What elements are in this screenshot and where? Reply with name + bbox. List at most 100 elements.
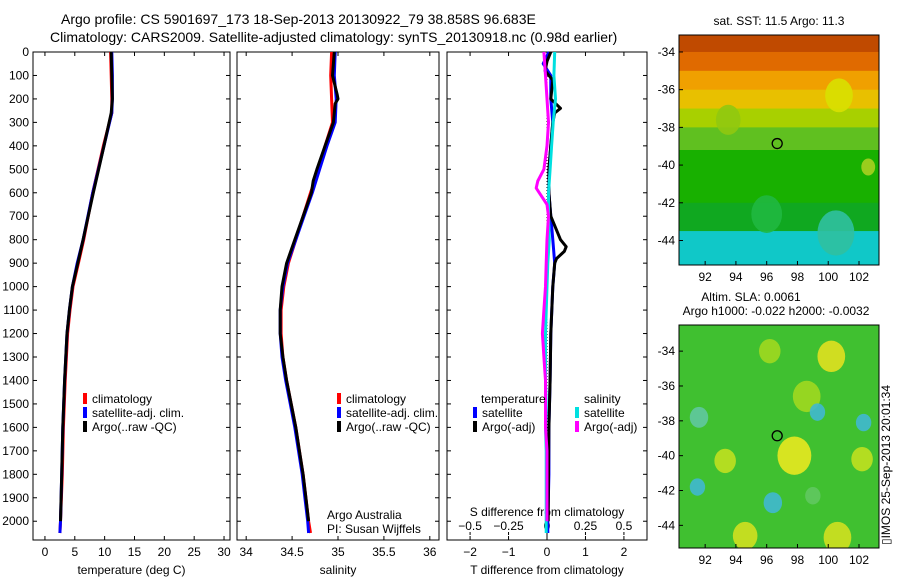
y-tick-label: 1100	[3, 303, 29, 317]
profile-panel-temperature: 0100200300400500600700800900100011001200…	[2, 45, 231, 577]
map-x-tick-label: 100	[818, 270, 838, 284]
map-color-band	[679, 35, 879, 53]
y-tick-label: 1800	[2, 467, 29, 481]
map-x-tick-label: 96	[760, 553, 774, 567]
x-axis-label: temperature (deg C)	[77, 563, 185, 577]
map-x-tick-label: 92	[698, 270, 712, 284]
map-anomaly-patch	[817, 210, 855, 256]
legend-swatch	[337, 421, 341, 432]
map-anomaly-patch	[715, 104, 741, 135]
map-x-tick-label: 98	[791, 270, 805, 284]
side-timestamp: ▯IMOS 25-Sep-2013 20:01:34	[879, 385, 893, 545]
map-anomaly-patch	[809, 403, 826, 421]
y-tick-label: 200	[9, 92, 29, 106]
map-anomaly-patch	[732, 521, 758, 548]
x-tick-label: 20	[158, 545, 172, 559]
map-y-tick-label: -44	[658, 233, 676, 247]
x-tick-label: 0	[42, 545, 49, 559]
y-tick-label: 500	[9, 162, 29, 176]
map-anomaly-patch	[714, 448, 736, 474]
plot-frame	[236, 51, 440, 541]
s-axis-tick-label: −0.5	[458, 519, 482, 533]
y-tick-label: 0	[22, 45, 29, 59]
map-y-tick-label: -36	[658, 379, 676, 393]
map-y-tick-label: -36	[658, 83, 676, 97]
legend-label: climatology	[346, 392, 406, 406]
map-anomaly-patch	[861, 158, 876, 176]
legend-swatch	[337, 393, 341, 404]
map-x-tick-label: 94	[729, 553, 743, 567]
map-panel-sst-map: -34 -36 -38 -40 -42 -44 92 94 96 98 100 102 sat. SST…	[658, 14, 880, 284]
x-tick-label: 30	[217, 545, 231, 559]
map-anomaly-patch	[825, 78, 853, 113]
legend-label: satellite	[482, 406, 523, 420]
argo-float-marker	[771, 430, 783, 442]
series-line-difference-argo-adj--salinity	[534, 51, 550, 522]
map-y-tick-label: -42	[658, 484, 676, 498]
map-frame	[678, 34, 880, 266]
s-axis-tick-label: 0.25	[574, 519, 598, 533]
map-y-tick-label: -40	[658, 158, 676, 172]
y-tick-label: 1300	[2, 350, 29, 364]
legend-label: satellite	[584, 406, 625, 420]
x-tick-label: 36	[423, 545, 437, 559]
y-tick-label: 800	[9, 233, 29, 247]
legend-swatch	[473, 421, 477, 432]
legend-label: climatology	[92, 392, 152, 406]
map-x-tick-label: 102	[849, 270, 869, 284]
y-tick-label: 700	[9, 209, 29, 223]
s-axis-tick-label: −0.25	[493, 519, 524, 533]
map-anomaly-patch	[777, 436, 812, 475]
legend-swatch	[337, 407, 341, 418]
map-x-tick-label: 100	[818, 553, 838, 567]
map-anomaly-patch	[792, 380, 821, 413]
map-field	[679, 35, 879, 265]
map-x-tick-label: 92	[698, 553, 712, 567]
x-tick-label: 35	[331, 545, 345, 559]
x-tick-label: 35.5	[372, 545, 396, 559]
map-x-tick-label: 102	[849, 553, 869, 567]
y-tick-label: 1400	[2, 373, 29, 387]
y-tick-label: 1000	[2, 280, 29, 294]
y-tick-label: 2000	[2, 514, 29, 528]
map-x-tick-label: 98	[791, 553, 805, 567]
map-color-band	[679, 51, 879, 72]
map-anomaly-patch	[805, 487, 821, 505]
map-color-band	[679, 108, 879, 128]
x-axis-label: salinity	[320, 563, 357, 577]
x-tick-label: −1	[502, 545, 516, 559]
legend-swatch	[83, 407, 87, 418]
legend-label: satellite-adj. clim.	[92, 406, 184, 420]
figure-title-line-2: Climatology: CARS2009. Satellite-adjuste…	[50, 29, 618, 45]
x-tick-label: 1	[582, 545, 589, 559]
map-frame	[678, 324, 880, 549]
map-anomaly-patch	[759, 338, 781, 364]
legend-label: Argo(..raw -QC)	[346, 420, 431, 434]
map-title: Altim. SLA: 0.0061	[701, 290, 801, 304]
y-tick-label: 100	[9, 68, 29, 82]
x-axis-label: T difference from climatology	[470, 563, 624, 577]
map-anomaly-patch	[689, 478, 706, 496]
map-anomaly-patch	[751, 195, 783, 233]
plot-frame	[32, 51, 231, 541]
y-tick-label: 600	[9, 186, 29, 200]
map-anomaly-patch	[817, 340, 846, 373]
map-background	[679, 325, 879, 548]
profile-panel-salinity: 34 34.5 35 35.5 36 salinity climatologysatelli…	[236, 51, 440, 577]
map-color-band	[679, 150, 879, 204]
map-title: sat. SST: 11.5 Argo: 11.3	[714, 14, 845, 28]
legend-swatch	[83, 393, 87, 404]
legend-label: Argo(..raw -QC)	[92, 420, 177, 434]
y-tick-label: 1700	[2, 444, 29, 458]
legend-label: Argo(-adj)	[584, 420, 637, 434]
legend-swatch	[83, 421, 87, 432]
legend-heading: temperature	[481, 392, 546, 406]
x-tick-label: 34	[240, 545, 254, 559]
legend-swatch	[575, 421, 579, 432]
map-y-tick-label: -34	[658, 344, 676, 358]
series-line-salinity-argo-raw-qc-	[278, 51, 340, 522]
x-tick-label: 5	[71, 545, 78, 559]
legend-swatch	[575, 407, 579, 418]
y-tick-label: 1600	[2, 420, 29, 434]
